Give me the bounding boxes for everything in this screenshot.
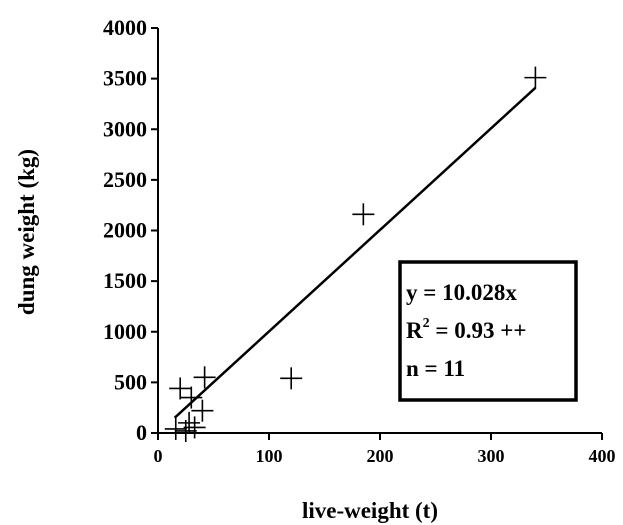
x-axis-ticks: 0 100 200 300 400 <box>154 433 616 466</box>
data-point <box>191 399 214 422</box>
x-tick-label: 200 <box>367 446 394 466</box>
y-axis-title: dung weight (kg) <box>14 149 39 315</box>
y-axis-ticks: 0 500 1000 1500 2000 2500 3000 3500 4000 <box>103 15 158 445</box>
data-point <box>174 419 197 442</box>
x-tick-label: 400 <box>589 446 616 466</box>
data-points <box>164 66 547 442</box>
x-tick-label: 300 <box>478 446 505 466</box>
data-point <box>169 377 192 400</box>
x-axis-title: live-weight (t) <box>302 498 438 523</box>
data-point <box>164 417 187 440</box>
data-point <box>193 366 216 389</box>
y-tick-label: 500 <box>114 369 147 394</box>
y-tick-label: 1500 <box>103 268 147 293</box>
stats-box: y = 10.028x R2 = 0.93 ++ n = 11 <box>398 260 578 402</box>
sample-size: n = 11 <box>406 356 465 381</box>
x-tick-label: 100 <box>256 446 283 466</box>
x-tick-label: 0 <box>154 446 163 466</box>
y-tick-label: 0 <box>136 420 147 445</box>
data-point <box>183 416 206 439</box>
y-tick-label: 1000 <box>103 319 147 344</box>
y-tick-label: 3500 <box>103 66 147 91</box>
data-point <box>280 367 303 390</box>
y-tick-label: 3000 <box>103 116 147 141</box>
y-tick-label: 2000 <box>103 218 147 243</box>
y-tick-label: 2500 <box>103 167 147 192</box>
regression-equation: y = 10.028x <box>406 280 517 305</box>
r-squared: R2 = 0.93 ++ <box>406 316 526 343</box>
data-point <box>180 386 203 409</box>
data-point <box>352 203 375 226</box>
data-point <box>524 66 547 89</box>
stats-box-frame <box>398 260 578 402</box>
trendline <box>173 86 537 419</box>
y-tick-label: 4000 <box>103 15 147 40</box>
